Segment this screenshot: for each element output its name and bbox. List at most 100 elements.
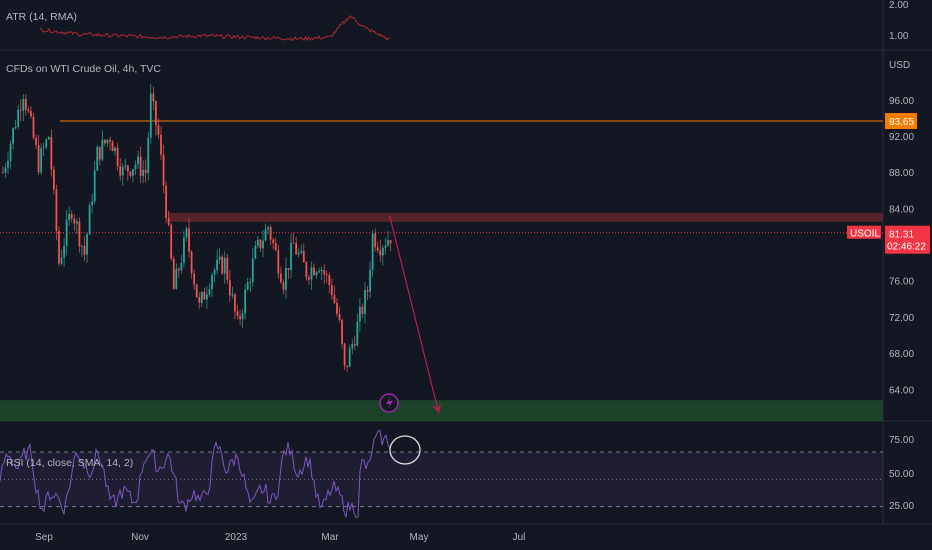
candle (338, 314, 341, 320)
candle (203, 291, 206, 300)
symbol-name: USOIL (850, 229, 880, 240)
rsi-tick-50: 50.00 (889, 469, 914, 480)
candle (198, 297, 201, 303)
candles (2, 83, 392, 372)
candle (262, 240, 264, 249)
candle (223, 257, 226, 274)
candle (285, 267, 287, 290)
price-tick-label: 92.00 (889, 132, 914, 143)
candle (114, 147, 116, 152)
time-axis: Sep Nov 2023 Mar May Jul (35, 532, 525, 543)
candle (98, 146, 101, 160)
support-zone[interactable] (0, 400, 883, 421)
candle (139, 156, 142, 176)
time-tick-label: Mar (321, 532, 339, 543)
lightning-icon (386, 396, 393, 410)
candle (60, 257, 63, 264)
candle (111, 141, 114, 152)
resistance-zone[interactable] (168, 212, 883, 222)
candle (88, 205, 91, 235)
candle (104, 139, 106, 144)
candle (320, 269, 323, 272)
candle (323, 269, 326, 275)
price-tick-label: 72.00 (889, 313, 914, 324)
candle (4, 167, 7, 173)
candle (188, 228, 190, 252)
candle (381, 247, 384, 256)
candle (279, 273, 282, 283)
candle (366, 290, 369, 292)
candle (185, 228, 188, 238)
candle (257, 239, 259, 246)
main-title[interactable]: CFDs on WTI Crude Oil, 4h, TVC (6, 63, 161, 75)
candle (351, 344, 354, 349)
candle (47, 137, 50, 140)
candle (264, 229, 267, 241)
candle (147, 137, 150, 174)
candle (269, 227, 272, 240)
rsi-band (0, 452, 883, 507)
candle (24, 98, 27, 110)
candle (91, 201, 94, 206)
candle (177, 268, 180, 271)
candle (142, 169, 145, 176)
candle (297, 252, 300, 255)
candle (295, 243, 298, 255)
candle (254, 245, 257, 259)
candle (376, 247, 379, 251)
candle (109, 139, 111, 142)
candle (389, 240, 392, 244)
candle (341, 319, 343, 344)
candle (221, 256, 224, 274)
candle (37, 145, 40, 173)
price-tick-label: 84.00 (889, 204, 914, 215)
rsi-highlight-circle[interactable] (389, 435, 421, 465)
candle (361, 306, 364, 314)
atr-tick-1: 1.00 (889, 31, 909, 42)
candle (374, 233, 377, 248)
candle (244, 289, 247, 314)
price-tick-label: 68.00 (889, 349, 914, 360)
candle (359, 306, 361, 322)
candle (22, 98, 25, 111)
symbol-tag[interactable] (847, 225, 881, 239)
candle (364, 290, 366, 314)
candle (124, 165, 127, 167)
candle (116, 147, 119, 167)
candle (234, 294, 236, 312)
rsi-tick-75: 75.00 (889, 435, 914, 446)
candle (195, 284, 198, 298)
candle (75, 221, 78, 224)
candle (333, 295, 336, 303)
candle (93, 170, 96, 202)
candle (160, 134, 162, 155)
atr-title[interactable]: ATR (14, RMA) (6, 11, 77, 23)
price-tick-label: 76.00 (889, 277, 914, 288)
rsi-title[interactable]: RSI (14, close, SMA, 14, 2) (6, 457, 133, 469)
candle (371, 233, 374, 270)
candle (32, 116, 35, 138)
projection-arrow[interactable] (389, 215, 439, 412)
candle (53, 169, 55, 190)
candle (134, 164, 137, 170)
candle (155, 101, 157, 126)
time-tick-label: 2023 (225, 532, 248, 543)
candle (231, 294, 234, 296)
candle (206, 294, 208, 300)
currency-label: USD (889, 60, 910, 71)
candle (78, 221, 81, 247)
candle (226, 257, 229, 281)
candle (218, 256, 221, 260)
candle (246, 282, 249, 290)
candle (310, 267, 313, 280)
candle (348, 348, 351, 367)
candle (236, 311, 239, 316)
candle (14, 127, 17, 129)
candle (369, 269, 371, 292)
candle (249, 282, 252, 283)
candle (356, 321, 359, 346)
candle (267, 227, 269, 230)
candle (149, 93, 152, 138)
candle (121, 166, 124, 176)
candle (175, 268, 178, 290)
